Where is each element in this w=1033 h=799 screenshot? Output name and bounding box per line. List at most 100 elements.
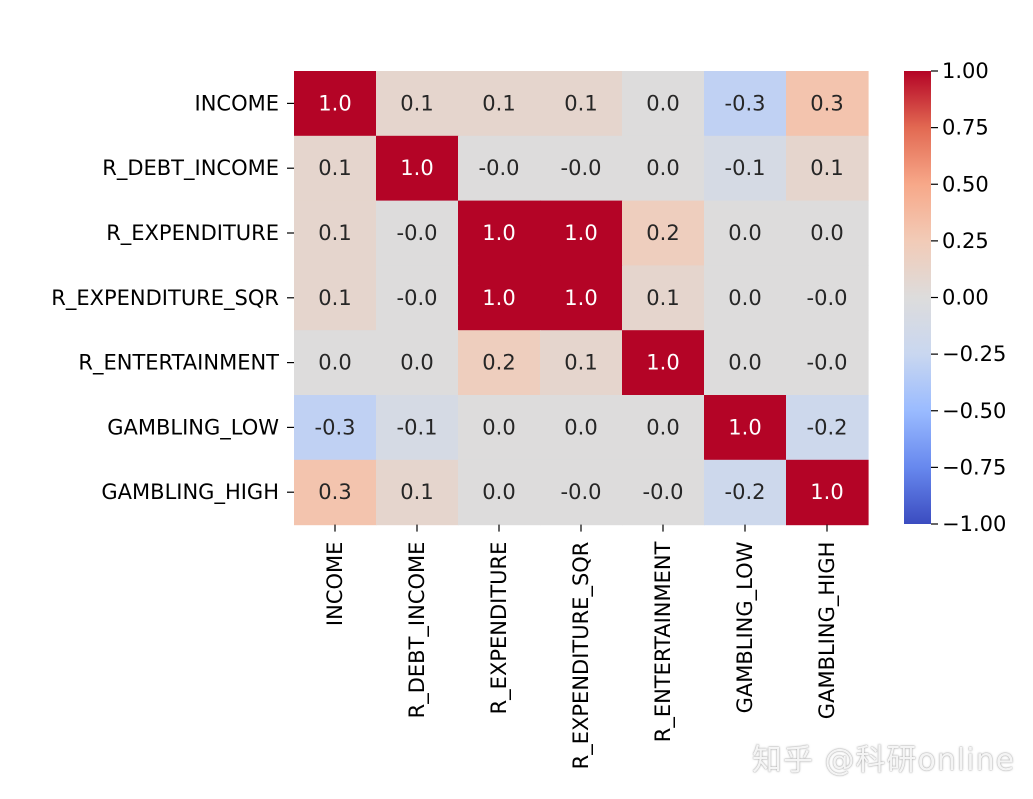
cell-value-label: 0.1 <box>318 156 351 180</box>
cell-value-label: 0.0 <box>728 286 761 310</box>
cell-value-label: 0.0 <box>482 415 515 439</box>
heatmap-cell <box>458 330 541 396</box>
heatmap-cell <box>540 330 623 396</box>
heatmap-cell <box>704 135 787 202</box>
heatmap-cell-labels: 1.0 0.1 0.1 0.1 0.0 -0.3 0.3 0.1 1.0 -0.0 -0.0 0.0 -… <box>315 91 848 504</box>
heatmap-cell <box>622 395 705 461</box>
heatmap-cell <box>294 71 377 137</box>
y-tick-label: R_ENTERTAINMENT <box>78 351 279 376</box>
heatmap-cell <box>540 200 623 266</box>
cell-value-label: -0.0 <box>561 480 602 504</box>
cell-value-label: -0.0 <box>397 221 438 245</box>
heatmap-cell <box>376 200 459 266</box>
colorbar-tick-label: 1.00 <box>942 59 989 83</box>
cell-value-label: -0.1 <box>397 415 438 439</box>
colorbar-ticks: 1.00 0.75 0.50 0.25 0.00 −0.25 −0.50 −0.75 −1.00 <box>931 59 1006 536</box>
heatmap-cell <box>786 71 869 137</box>
heatmap-cell <box>622 135 705 202</box>
colorbar <box>904 71 931 524</box>
colorbar-tick-label: 0.50 <box>942 172 989 196</box>
cell-value-label: 0.0 <box>646 415 679 439</box>
heatmap-cell <box>786 265 869 331</box>
heatmap-cell <box>786 200 869 266</box>
cell-value-label: 0.0 <box>400 351 433 375</box>
cell-value-label: -0.0 <box>807 351 848 375</box>
cell-value-label: 0.0 <box>728 221 761 245</box>
heatmap-cell <box>704 395 787 461</box>
cell-value-label: -0.0 <box>561 156 602 180</box>
heatmap-cell <box>704 265 787 331</box>
heatmap-cell <box>376 459 459 526</box>
x-tick-label: R_ENTERTAINMENT <box>651 541 676 742</box>
cell-value-label: -0.3 <box>725 91 766 115</box>
heatmap-cell <box>376 71 459 137</box>
heatmap-cell <box>786 330 869 396</box>
heatmap-cell <box>786 395 869 461</box>
heatmap-cell <box>540 265 623 331</box>
cell-value-label: -0.1 <box>725 156 766 180</box>
heatmap-cell <box>540 395 623 461</box>
heatmap-cell <box>376 135 459 202</box>
cell-value-label: 0.2 <box>646 221 679 245</box>
cell-value-label: -0.0 <box>643 480 684 504</box>
cell-value-label: 1.0 <box>646 351 679 375</box>
cell-value-label: 0.1 <box>564 351 597 375</box>
cell-value-label: 0.1 <box>810 156 843 180</box>
heatmap-cell <box>294 459 377 526</box>
cell-value-label: 0.0 <box>564 415 597 439</box>
cell-value-label: 1.0 <box>728 415 761 439</box>
heatmap-cell <box>786 459 869 526</box>
cell-value-label: 0.0 <box>646 156 679 180</box>
cell-value-label: 0.0 <box>646 91 679 115</box>
heatmap-cell <box>458 200 541 266</box>
cell-value-label: -0.0 <box>479 156 520 180</box>
cell-value-label: -0.3 <box>315 415 356 439</box>
y-tick-label: GAMBLING_HIGH <box>101 480 279 505</box>
heatmap-cell <box>622 200 705 266</box>
cell-value-label: 0.0 <box>318 351 351 375</box>
cell-value-label: -0.2 <box>725 480 766 504</box>
cell-value-label: 0.1 <box>318 286 351 310</box>
cell-value-label: 0.1 <box>646 286 679 310</box>
heatmap-cell <box>458 459 541 526</box>
x-tick-label: R_EXPENDITURE_SQR <box>569 542 594 770</box>
cell-value-label: 0.3 <box>810 91 843 115</box>
colorbar-tick-label: −1.00 <box>942 512 1006 536</box>
heatmap-cell <box>622 265 705 331</box>
heatmap-cell <box>294 395 377 461</box>
watermark: 知乎 @科研online <box>752 743 1016 778</box>
colorbar-tick-label: −0.50 <box>942 399 1006 423</box>
heatmap-cell <box>458 265 541 331</box>
cell-value-label: -0.2 <box>807 415 848 439</box>
x-tick-label: R_EXPENDITURE <box>487 542 512 715</box>
cell-value-label: 1.0 <box>482 286 515 310</box>
y-axis-ticks: INCOME R_DEBT_INCOME R_EXPENDITURE R_EXPEND… <box>51 91 294 505</box>
cell-value-label: 1.0 <box>564 221 597 245</box>
x-tick-label: INCOME <box>323 542 347 626</box>
heatmap-cell <box>458 71 541 137</box>
cell-value-label: 1.0 <box>564 286 597 310</box>
cell-value-label: 0.1 <box>318 221 351 245</box>
heatmap-cell <box>704 330 787 396</box>
heatmap-cells <box>294 71 869 526</box>
heatmap-cell <box>622 71 705 137</box>
cell-value-label: 0.0 <box>728 351 761 375</box>
heatmap-cell <box>294 330 377 396</box>
heatmap-cell <box>622 330 705 396</box>
x-tick-label: GAMBLING_LOW <box>733 541 758 713</box>
heatmap-cell <box>540 459 623 526</box>
cell-value-label: 0.0 <box>482 480 515 504</box>
cell-value-label: 1.0 <box>318 91 351 115</box>
heatmap-cell <box>540 135 623 202</box>
y-tick-label: GAMBLING_LOW <box>107 415 279 440</box>
heatmap-cell <box>704 200 787 266</box>
cell-value-label: 0.1 <box>482 91 515 115</box>
x-tick-label: GAMBLING_HIGH <box>815 542 840 720</box>
colorbar-tick-label: −0.75 <box>942 455 1006 479</box>
heatmap-cell <box>704 71 787 137</box>
heatmap-cell <box>294 265 377 331</box>
heatmap-cell <box>376 395 459 461</box>
y-tick-label: R_EXPENDITURE <box>106 221 279 246</box>
y-tick-label: INCOME <box>195 91 279 115</box>
